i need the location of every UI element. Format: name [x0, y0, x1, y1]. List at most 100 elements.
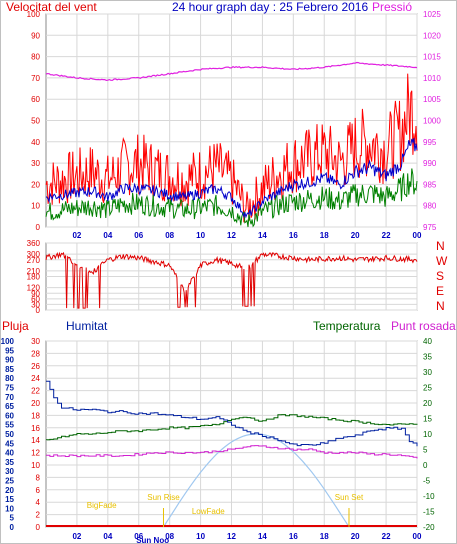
direction-ytick-label: 300 — [27, 250, 41, 259]
humidity-label: Humitat — [66, 319, 108, 333]
temp-xtick-label: 04 — [103, 532, 112, 541]
rain-ytick-label: 2 — [36, 511, 41, 520]
wind-xtick-label: 04 — [103, 231, 112, 240]
rain-ytick-label: 8 — [36, 473, 41, 482]
direction-ytick-label: 30 — [31, 300, 40, 309]
wind-xtick-label: 16 — [289, 231, 298, 240]
humidity-ytick-label: 50 — [5, 430, 14, 439]
rain-ytick-label: 26 — [31, 362, 40, 371]
wind-gust-line — [45, 73, 418, 223]
direction-ytick-label: 360 — [27, 239, 41, 248]
direction-line — [45, 251, 418, 309]
sun-noon-label: Sun Noo — [136, 536, 169, 544]
direction-ytick-label: 0 — [36, 306, 41, 315]
pressure-line — [45, 61, 418, 82]
dewpoint-line — [46, 445, 418, 459]
sun-set-label: Sun Set — [335, 493, 364, 502]
temp-ytick-label: 35 — [423, 353, 432, 362]
rain-ytick-label: 4 — [36, 498, 41, 507]
rain-ytick-label: 0 — [36, 523, 41, 532]
pressure-ytick-label: 1010 — [423, 74, 441, 83]
compass-label-e: E — [436, 284, 444, 298]
humidity-ytick-label: 65 — [5, 402, 14, 411]
temp-xtick-label: 20 — [351, 532, 360, 541]
humidity-ytick-label: 45 — [5, 439, 14, 448]
rain-ytick-label: 30 — [31, 337, 40, 346]
humidity-ytick-label: 20 — [5, 486, 14, 495]
lowfade-label: LowFade — [192, 507, 225, 516]
temp-ytick-label: -10 — [423, 492, 435, 501]
direction-ytick-label: 60 — [31, 295, 40, 304]
temp-xtick-label: 06 — [134, 532, 143, 541]
wind-xtick-label: 18 — [320, 231, 329, 240]
temp-xtick-label: 18 — [320, 532, 329, 541]
temp-ytick-label: 10 — [423, 430, 432, 439]
wind-speed-label: Velocitat del vent — [6, 0, 97, 14]
temp-ytick-label: 5 — [423, 446, 428, 455]
pressure-ytick-label: 1015 — [423, 53, 441, 62]
direction-ytick-label: 90 — [31, 289, 40, 298]
pressure-ytick-label: 1025 — [423, 10, 441, 19]
wind-ytick-label: 40 — [31, 138, 40, 147]
humidity-ytick-label: 15 — [5, 495, 14, 504]
compass-label-n: N — [436, 239, 445, 253]
wind-ytick-label: 60 — [31, 95, 40, 104]
temperature-line — [46, 414, 418, 441]
wind-ytick-label: 20 — [31, 180, 40, 189]
humidity-ytick-label: 55 — [5, 421, 14, 430]
rain-ytick-label: 14 — [31, 436, 40, 445]
direction-ytick-label: 120 — [27, 284, 41, 293]
temp-ytick-label: 25 — [423, 384, 432, 393]
temp-xtick-label: 14 — [258, 532, 267, 541]
sun-elevation-curve — [162, 433, 350, 528]
wind-ytick-label: 50 — [31, 117, 40, 126]
pressure-ytick-label: 1000 — [423, 117, 441, 126]
humidity-ytick-label: 25 — [5, 477, 14, 486]
humidity-ytick-label: 40 — [5, 449, 14, 458]
wind-xtick-label: 10 — [196, 231, 205, 240]
humidity-ytick-label: 90 — [5, 356, 14, 365]
temp-xtick-label: 10 — [196, 532, 205, 541]
wind-xtick-label: 00 — [413, 231, 422, 240]
pressure-label: Pressió — [372, 0, 412, 14]
humidity-ytick-label: 85 — [5, 365, 14, 374]
pressure-ytick-label: 1020 — [423, 31, 441, 40]
humidity-ytick-label: 60 — [5, 411, 14, 420]
temp-xtick-label: 16 — [289, 532, 298, 541]
rain-ytick-label: 6 — [36, 486, 41, 495]
humidity-ytick-label: 100 — [1, 337, 15, 346]
wind-xtick-label: 14 — [258, 231, 267, 240]
wind-xtick-label: 20 — [351, 231, 360, 240]
wind-xtick-label: 12 — [227, 231, 236, 240]
rain-ytick-label: 20 — [31, 399, 40, 408]
wind-xtick-label: 02 — [72, 231, 81, 240]
temp-ytick-label: 0 — [423, 461, 428, 470]
wind-xtick-label: 08 — [165, 231, 174, 240]
rain-ytick-label: 22 — [31, 387, 40, 396]
direction-ytick-label: 270 — [27, 256, 41, 265]
humidity-ytick-label: 70 — [5, 393, 14, 402]
humidity-ytick-label: 0 — [10, 523, 15, 532]
temp-ytick-label: 15 — [423, 415, 432, 424]
humidity-ytick-label: 10 — [5, 504, 14, 513]
compass-label-s: S — [436, 269, 444, 283]
wind-ytick-label: 10 — [31, 202, 40, 211]
temperature-label: Temperatura — [313, 319, 381, 333]
direction-ytick-label: 210 — [27, 267, 41, 276]
bigfade-label: BigFade — [87, 501, 117, 510]
temp-ytick-label: -15 — [423, 508, 435, 517]
rain-ytick-label: 28 — [31, 349, 40, 358]
temp-ytick-label: -5 — [423, 477, 431, 486]
rain-label: Pluja — [2, 319, 29, 333]
humidity-ytick-label: 30 — [5, 467, 14, 476]
pressure-ytick-label: 995 — [423, 138, 437, 147]
wind-xtick-label: 22 — [382, 231, 391, 240]
pressure-ytick-label: 1005 — [423, 95, 441, 104]
humidity-ytick-label: 5 — [10, 514, 15, 523]
wind-average-line — [45, 138, 418, 219]
temp-xtick-label: 08 — [165, 532, 174, 541]
wind-ytick-label: 80 — [31, 53, 40, 62]
wind-ytick-label: 90 — [31, 31, 40, 40]
